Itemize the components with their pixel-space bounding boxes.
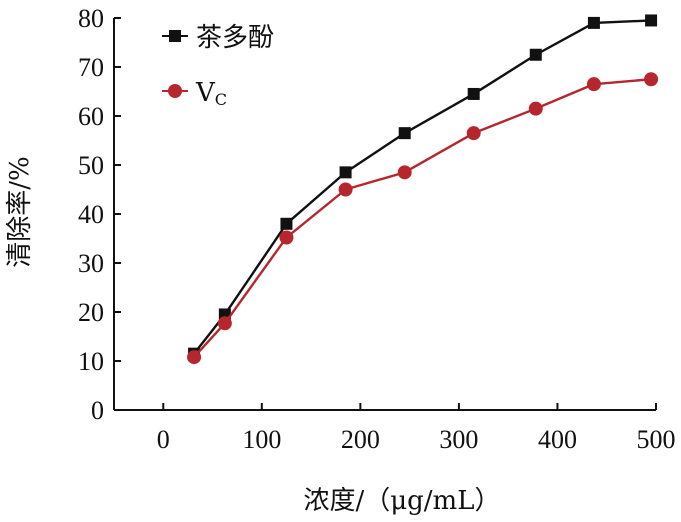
data-point-circle xyxy=(528,101,543,116)
x-axis-title: 浓度/（μg/mL） xyxy=(304,486,501,516)
data-point-circle xyxy=(187,350,202,365)
y-axis-ticks: 0 10 20 30 40 50 60 70 80 xyxy=(78,4,121,425)
y-tick-label: 50 xyxy=(78,151,104,180)
y-tick-label: 40 xyxy=(78,200,104,229)
legend-label-vc-sub: C xyxy=(215,90,227,109)
legend: 茶多酚 VC xyxy=(162,23,274,109)
data-point-square xyxy=(645,14,658,27)
x-tick-label: 100 xyxy=(242,425,281,454)
data-point-square xyxy=(529,48,542,61)
y-axis-title: 清除率/% xyxy=(5,156,35,267)
data-point-circle xyxy=(338,182,353,197)
legend-marker-tea-polyphenol xyxy=(169,30,181,42)
data-point-square xyxy=(280,217,293,230)
y-tick-label: 30 xyxy=(78,249,104,278)
data-point-circle xyxy=(644,72,659,87)
y-tick-label: 0 xyxy=(91,396,104,425)
legend-item-vc: VC xyxy=(162,78,227,109)
legend-label-vc-main: V xyxy=(195,78,216,108)
y-tick-label: 70 xyxy=(78,53,104,82)
y-tick-label: 60 xyxy=(78,102,104,131)
data-point-circle xyxy=(586,77,601,92)
data-point-circle xyxy=(466,126,481,141)
data-point-square xyxy=(587,16,600,29)
x-tick-label: 0 xyxy=(157,425,170,454)
data-point-circle xyxy=(217,316,232,331)
series-line-1 xyxy=(193,78,652,358)
series-layer xyxy=(187,14,659,365)
y-tick-label: 80 xyxy=(78,4,104,33)
series-line-0 xyxy=(193,19,652,355)
x-axis-ticks: 0 100 200 300 400 500 xyxy=(157,403,676,454)
x-tick-label: 400 xyxy=(538,425,577,454)
legend-label-tea-polyphenol: 茶多酚 xyxy=(196,23,274,53)
y-tick-label: 20 xyxy=(78,298,104,327)
x-tick-label: 200 xyxy=(341,425,380,454)
plot-area: 0 10 20 30 40 50 60 70 80 0 100 200 300 400 500 xyxy=(78,4,676,454)
x-tick-label: 300 xyxy=(439,425,478,454)
legend-marker-vc xyxy=(168,84,182,98)
data-point-square xyxy=(339,166,352,179)
legend-item-tea-polyphenol: 茶多酚 xyxy=(162,23,274,53)
legend-label-vc: VC xyxy=(195,78,227,109)
data-point-square xyxy=(467,87,480,100)
data-point-square xyxy=(398,127,411,140)
x-tick-label: 500 xyxy=(637,425,676,454)
y-tick-label: 10 xyxy=(78,347,104,376)
data-point-circle xyxy=(279,230,294,245)
data-point-circle xyxy=(397,165,412,180)
